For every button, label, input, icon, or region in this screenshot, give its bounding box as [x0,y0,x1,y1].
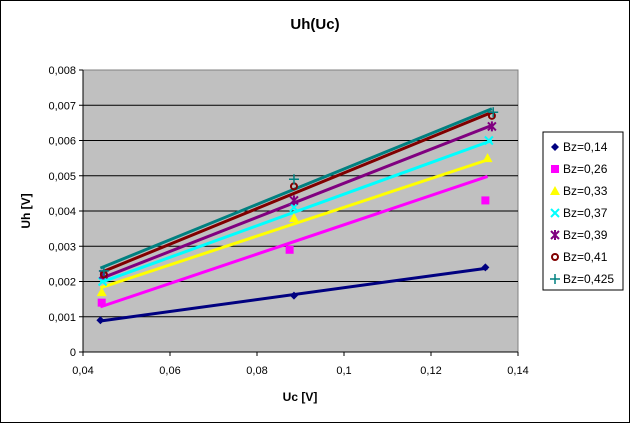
trend-line-3 [99,139,493,284]
point-s0-2 [481,263,490,272]
point-s6-1 [288,174,299,185]
y-tick-label-7: 0,007 [48,100,76,112]
legend-marker-3 [550,208,560,218]
y-tick-label-6: 0,006 [48,136,76,148]
point-s4-1 [289,195,299,206]
y-axis-title: Uh [V] [19,193,33,228]
point-s0-1 [289,291,298,300]
x-axis-title: Uc [V] [283,390,318,404]
y-tick-label-4: 0,004 [48,206,76,218]
point-s1-1 [285,245,294,254]
axes: 0 0,001 0,002 0,003 0,004 0,005 0,006 0,007 0,00… [48,65,528,377]
legend-label-0: Bz=0,14 [563,140,608,154]
point-s3-2 [484,135,494,146]
y-tick-label-2: 0,002 [48,277,76,289]
trend-line-2 [99,158,489,290]
legend-label-1: Bz=0,26 [563,162,608,176]
data-points [96,107,499,325]
legend-marker-1 [551,165,559,173]
chart-title: Uh(Uc) [290,16,339,33]
point-s6-0 [98,265,109,276]
x-tick-label-3: 0,1 [336,365,351,377]
x-tick-label-1: 0,06 [159,365,180,377]
x-tick-label-5: 0,14 [507,365,528,377]
y-tick-label-8: 0,008 [48,65,76,77]
legend: Bz=0,14 Bz=0,26 Bz=0,33 Bz=0,37 Bz=0,39 Bz=0,… [542,131,624,291]
point-s2-0 [96,287,107,297]
point-s1-0 [97,298,106,307]
trend-line-5 [99,110,493,275]
legend-marker-0 [551,143,559,151]
legend-marker-5 [551,253,559,261]
y-tick-label-0: 0 [70,347,76,359]
point-s2-1 [288,213,299,223]
point-s1-2 [481,196,490,205]
x-tick-label-0: 0,04 [72,365,93,377]
legend-label-6: Bz=0,425 [563,272,614,286]
point-s6-2 [488,107,499,118]
legend-marker-6 [550,274,560,284]
legend-label-4: Bz=0,39 [563,228,608,242]
point-s4-2 [487,121,497,132]
legend-marker-4 [550,230,560,240]
y-tick-label-5: 0,005 [48,171,76,183]
point-s3-1 [289,202,299,213]
legend-marker-2 [550,186,560,195]
grid-lines [83,104,518,318]
legend-label-2: Bz=0,33 [563,184,608,198]
y-tick-label-1: 0,001 [48,312,76,324]
y-tick-label-3: 0,003 [48,241,76,253]
point-s0-0 [96,316,105,325]
trend-line-1 [99,175,489,309]
x-tick-label-2: 0,08 [246,365,267,377]
trend-lines [99,107,493,323]
legend-label-5: Bz=0,41 [563,250,608,264]
legend-label-3: Bz=0,37 [563,206,608,220]
x-tick-label-4: 0,12 [420,365,441,377]
point-s2-2 [482,153,493,163]
